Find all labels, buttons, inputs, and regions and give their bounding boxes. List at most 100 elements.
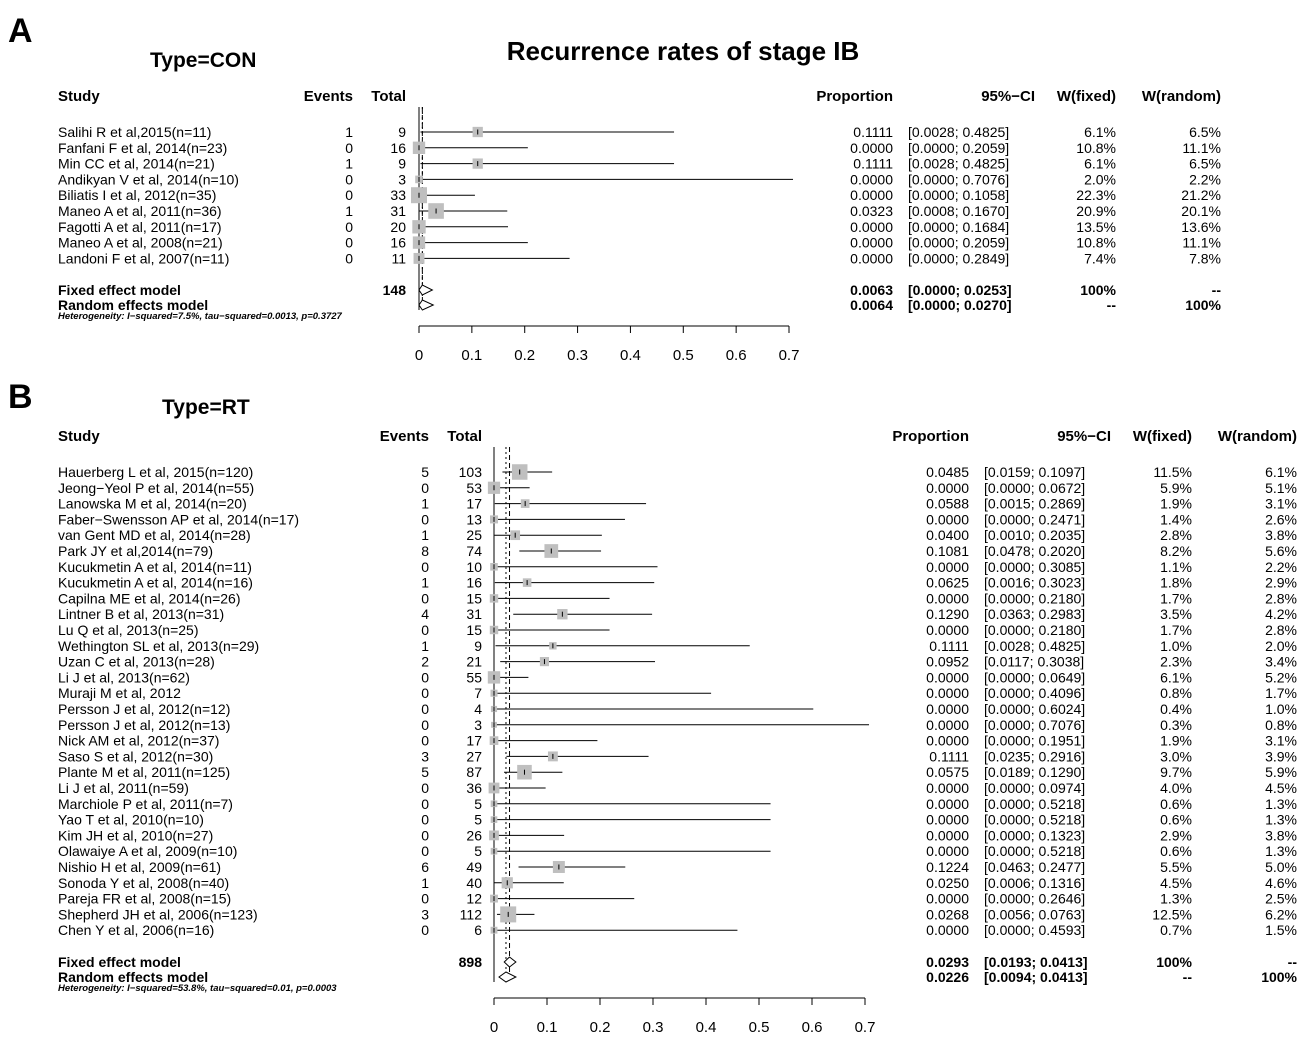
x-tick-label: 0.4 [696,1019,717,1034]
ci-value: [0.0363; 0.2983] [984,606,1085,622]
events-value: 1 [421,875,429,891]
events-value: 0 [421,780,429,796]
fixed-model-ci: [0.0193; 0.0413] [984,954,1088,970]
total-value: 49 [466,859,482,875]
ci-value: [0.0000; 0.4096] [984,685,1085,701]
panel-letter: B [8,378,33,416]
weight-random-value: 6.1% [1265,464,1297,480]
weight-random-value: 11.1% [1182,140,1221,156]
proportion-value: 0.0000 [926,701,969,717]
total-value: 3 [398,171,406,187]
ci-value: [0.0000; 0.2059] [908,140,1009,156]
total-value: 53 [466,480,482,496]
header-events: Events [304,88,353,105]
proportion-value: 0.0250 [926,875,969,891]
study-label: Jeong−Yeol P et al, 2014(n=55) [58,480,254,496]
fixed-model-proportion: 0.0063 [850,282,893,298]
weight-fixed-value: 0.8% [1160,685,1192,701]
weight-random-value: 2.9% [1265,575,1297,591]
header-ci: 95%−CI [981,88,1035,105]
events-value: 0 [421,733,429,749]
total-value: 5 [474,843,482,859]
weight-random-value: 13.6% [1181,219,1221,235]
total-value: 31 [390,203,406,219]
study-label: Biliatis I et al, 2012(n=35) [58,187,216,203]
study-label: Landoni F et al, 2007(n=11) [58,250,229,266]
events-value: 0 [421,559,429,575]
total-value: 17 [466,496,482,512]
weight-fixed-value: 1.9% [1160,496,1192,512]
events-value: 0 [421,669,429,685]
weight-fixed-value: 20.9% [1076,203,1116,219]
weight-random-value: 5.1% [1265,480,1297,496]
total-value: 31 [466,606,482,622]
total-value: 103 [459,464,483,480]
header-w-fixed: W(fixed) [1133,428,1192,445]
ci-value: [0.0000; 0.4593] [984,922,1085,938]
ci-value: [0.0235; 0.2916] [984,748,1085,764]
total-value: 9 [474,638,482,654]
weight-fixed-value: 1.7% [1160,622,1192,638]
fixed-model-w-fixed: 100% [1156,954,1192,970]
weight-random-value: 20.1% [1181,203,1221,219]
study-label: Marchiole P et al, 2011(n=7) [58,796,233,812]
fixed-model-w-fixed: 100% [1080,282,1116,298]
study-label: Hauerberg L et al, 2015(n=120) [58,464,253,480]
events-value: 1 [421,638,429,654]
proportion-value: 0.1111 [853,124,893,140]
study-label: Maneo A et al, 2008(n=21) [58,235,223,251]
header-w-random: W(random) [1142,88,1221,105]
total-value: 13 [466,511,482,527]
study-label: Wethington SL et al, 2013(n=29) [58,638,259,654]
header-proportion: Proportion [816,88,893,105]
weight-random-value: 1.5% [1265,922,1297,938]
x-tick-label: 0.2 [514,347,535,364]
total-value: 16 [390,235,406,251]
header-w-random: W(random) [1218,428,1297,445]
proportion-value: 0.0000 [926,891,969,907]
weight-random-value: 6.5% [1189,156,1221,172]
events-value: 0 [345,250,353,266]
x-tick-label: 0.7 [779,347,800,364]
weight-fixed-value: 1.3% [1160,891,1192,907]
weight-random-value: 3.8% [1265,527,1297,543]
total-value: 87 [466,764,482,780]
fixed-model-ci: [0.0000; 0.0253] [908,282,1012,298]
events-value: 0 [345,235,353,251]
events-value: 0 [421,843,429,859]
proportion-value: 0.0000 [850,140,893,156]
proportion-value: 0.0000 [926,717,969,733]
proportion-value: 0.0000 [926,622,969,638]
proportion-value: 0.0000 [926,843,969,859]
study-label: Kim JH et al, 2010(n=27) [58,827,213,843]
random-model-diamond [418,299,435,311]
proportion-value: 0.0400 [926,527,969,543]
study-label: Chen Y et al, 2006(n=16) [58,922,214,938]
total-value: 21 [466,654,482,670]
proportion-value: 0.0575 [926,764,969,780]
weight-random-value: 6.5% [1189,124,1221,140]
x-tick-label: 0.5 [673,347,694,364]
ci-value: [0.0000; 0.1951] [984,733,1085,749]
study-label: Persson J et al, 2012(n=12) [58,701,230,717]
study-label: Andikyan V et al, 2014(n=10) [58,171,239,187]
weight-random-value: 1.3% [1265,796,1297,812]
ci-value: [0.0478; 0.2020] [984,543,1085,559]
events-value: 8 [421,543,429,559]
events-value: 2 [421,654,429,670]
study-label: Yao T et al, 2010(n=10) [58,812,204,828]
ci-value: [0.0008; 0.1670] [908,203,1009,219]
proportion-value: 0.0000 [850,171,893,187]
x-tick-label: 0 [490,1019,498,1034]
ci-value: [0.0015; 0.2869] [984,496,1085,512]
panel-b: B Type=RT Study Events Total Proportion 95%−CI… [8,378,1298,1036]
weight-random-value: 2.2% [1189,171,1221,187]
weight-fixed-value: 0.4% [1160,701,1192,717]
total-value: 55 [466,669,482,685]
random-model-ci: [0.0000; 0.0270] [908,297,1012,313]
ci-value: [0.0000; 0.0649] [984,669,1085,685]
x-tick-label: 0.1 [537,1019,558,1034]
weight-fixed-value: 4.0% [1160,780,1192,796]
weight-random-value: 2.6% [1265,511,1297,527]
